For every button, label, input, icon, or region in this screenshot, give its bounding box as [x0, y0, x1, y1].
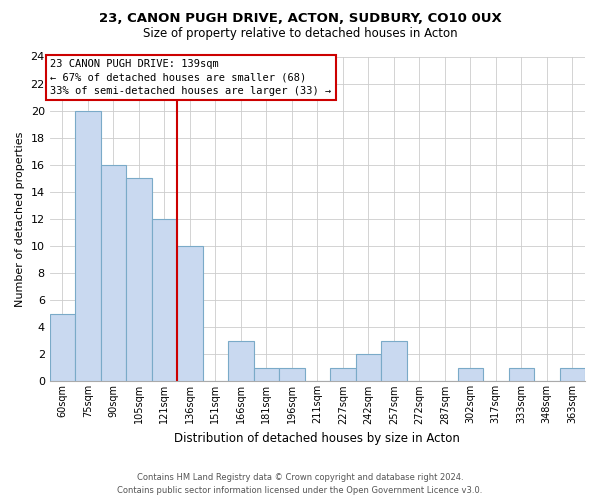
Text: Contains HM Land Registry data © Crown copyright and database right 2024.
Contai: Contains HM Land Registry data © Crown c…	[118, 473, 482, 495]
Bar	[50, 314, 75, 382]
Bar	[228, 341, 254, 382]
Bar	[177, 246, 203, 382]
Bar	[101, 165, 126, 382]
Bar	[458, 368, 483, 382]
Bar	[356, 354, 381, 382]
Text: 23 CANON PUGH DRIVE: 139sqm
← 67% of detached houses are smaller (68)
33% of sem: 23 CANON PUGH DRIVE: 139sqm ← 67% of det…	[50, 59, 331, 96]
Bar	[509, 368, 534, 382]
Bar	[560, 368, 585, 382]
Bar	[126, 178, 152, 382]
Bar	[330, 368, 356, 382]
Bar	[381, 341, 407, 382]
Bar	[254, 368, 279, 382]
Text: Size of property relative to detached houses in Acton: Size of property relative to detached ho…	[143, 28, 457, 40]
X-axis label: Distribution of detached houses by size in Acton: Distribution of detached houses by size …	[175, 432, 460, 445]
Bar	[75, 110, 101, 382]
Bar	[279, 368, 305, 382]
Text: 23, CANON PUGH DRIVE, ACTON, SUDBURY, CO10 0UX: 23, CANON PUGH DRIVE, ACTON, SUDBURY, CO…	[98, 12, 502, 26]
Bar	[152, 219, 177, 382]
Y-axis label: Number of detached properties: Number of detached properties	[15, 132, 25, 306]
